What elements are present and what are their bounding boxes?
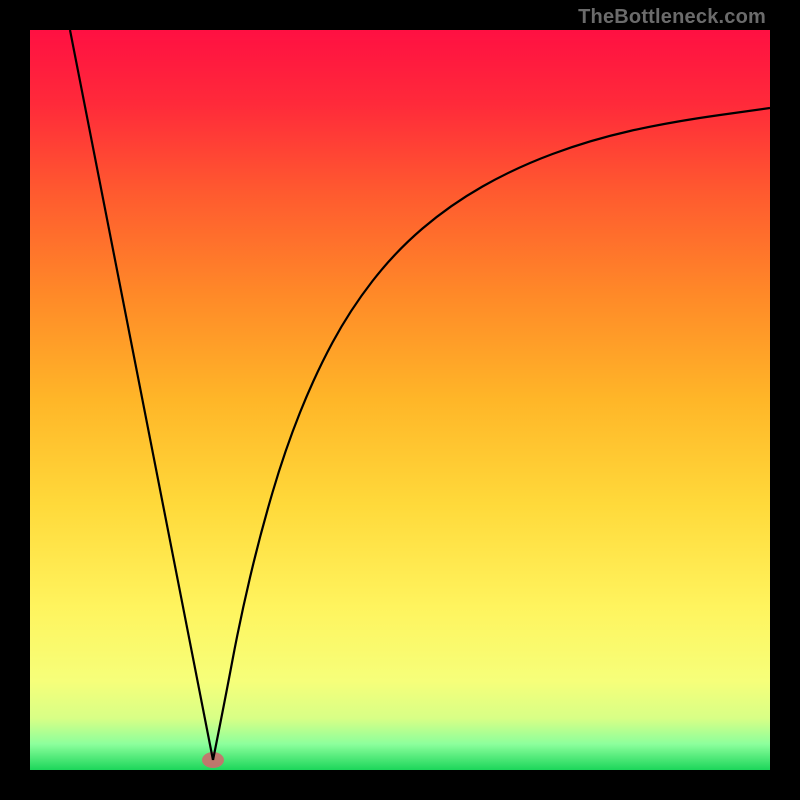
watermark-text: TheBottleneck.com [578,6,766,29]
bottleneck-curve [30,30,770,770]
chart-frame: TheBottleneck.com [0,0,800,800]
curve-left-branch [70,30,213,760]
curve-right-branch [213,108,770,760]
plot-area [30,30,770,770]
